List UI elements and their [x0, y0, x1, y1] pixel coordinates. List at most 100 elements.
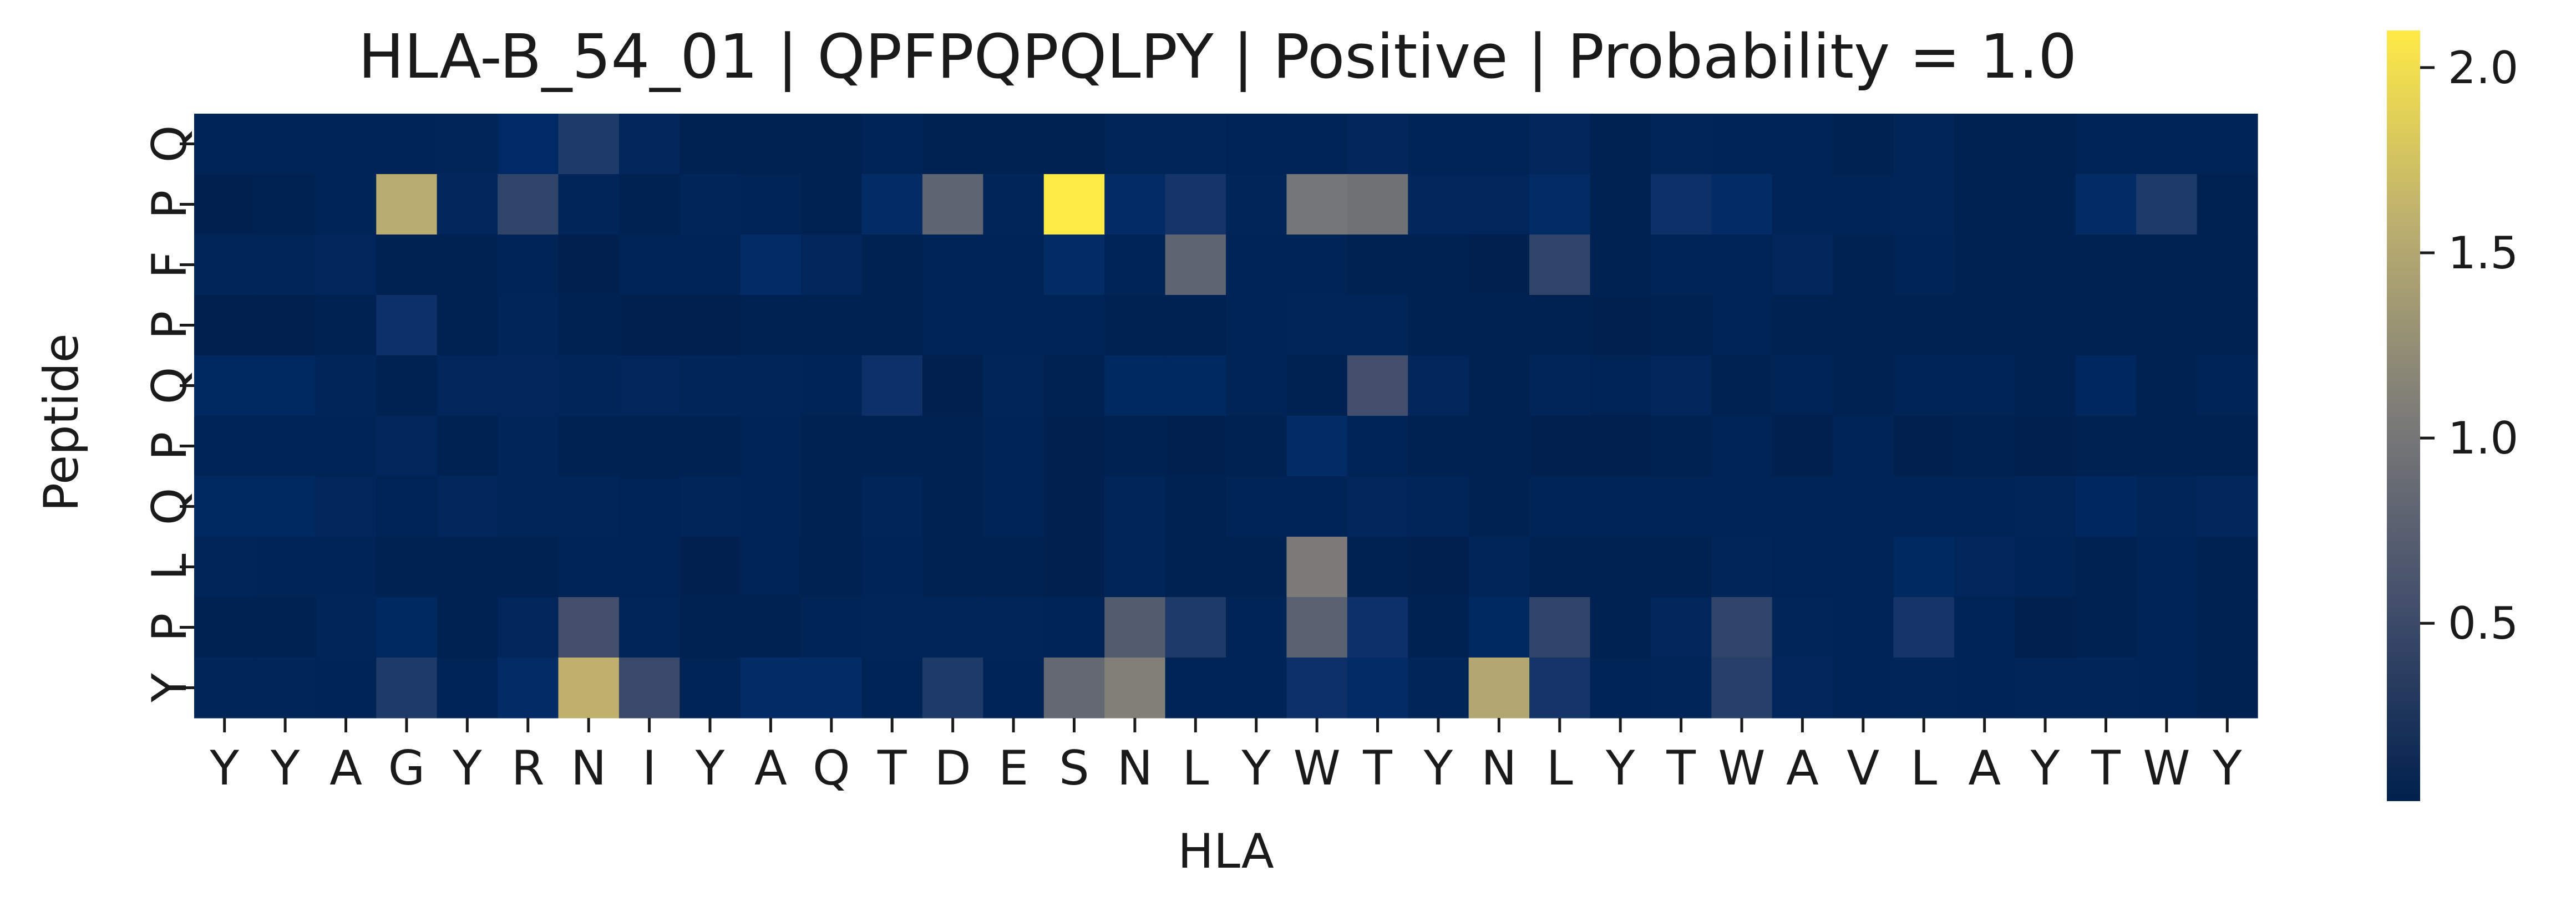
heatmap-cell	[1043, 174, 1105, 235]
heatmap-cell	[1529, 174, 1591, 235]
heatmap-cell	[2015, 114, 2076, 175]
heatmap-cell	[861, 416, 923, 477]
heatmap-cell	[1468, 355, 1530, 416]
x-tick-label: T	[1666, 741, 1696, 796]
heatmap-cell	[1104, 416, 1166, 477]
x-tick-label: I	[642, 741, 656, 796]
heatmap-cell	[740, 537, 802, 598]
heatmap-cell	[983, 174, 1044, 235]
heatmap-cell	[315, 235, 377, 295]
heatmap-cell	[1711, 355, 1773, 416]
heatmap-cell	[2015, 174, 2076, 235]
heatmap-cell	[1833, 114, 1894, 175]
x-tick-label: N	[1481, 741, 1517, 796]
heatmap-cell	[680, 174, 741, 235]
heatmap-cell	[1408, 537, 1469, 598]
heatmap-cell	[1286, 537, 1348, 598]
heatmap-cell	[922, 416, 983, 477]
heatmap-cell	[315, 174, 377, 235]
x-tick-label: Y	[1605, 741, 1635, 796]
y-tick-label: F	[142, 251, 197, 278]
heatmap-cell	[1893, 295, 1955, 356]
heatmap-cell	[2136, 355, 2198, 416]
heatmap-cell	[2136, 114, 2198, 175]
heatmap-cell	[558, 174, 620, 235]
heatmap-cell	[498, 235, 559, 295]
heatmap-cell	[255, 355, 316, 416]
heatmap-cell	[1772, 476, 1833, 537]
heatmap-cell	[618, 416, 680, 477]
heatmap-cell	[1347, 597, 1408, 658]
heatmap-cell	[1286, 295, 1348, 356]
heatmap-cell	[1529, 114, 1591, 175]
heatmap-cell	[1954, 355, 2015, 416]
heatmap-cell	[861, 235, 923, 295]
heatmap-cell	[1408, 114, 1469, 175]
heatmap-cell	[1590, 235, 1651, 295]
heatmap-cell	[680, 537, 741, 598]
heatmap-cell	[1590, 295, 1651, 356]
heatmap-cell	[1711, 597, 1773, 658]
heatmap-cell	[983, 476, 1044, 537]
heatmap-cell	[194, 597, 256, 658]
heatmap-cell	[437, 476, 498, 537]
heatmap-cell	[498, 658, 559, 719]
colorbar-tick-label: 2.0	[2448, 42, 2518, 94]
heatmap-cell	[618, 658, 680, 719]
heatmap-cell	[2075, 537, 2137, 598]
x-tick-label: L	[1182, 741, 1209, 796]
heatmap-cell	[1711, 235, 1773, 295]
heatmap-cell	[1650, 416, 1712, 477]
heatmap-cell	[1468, 476, 1530, 537]
heatmap-cell	[1408, 355, 1469, 416]
heatmap-cell	[1468, 174, 1530, 235]
heatmap-cell	[1711, 295, 1773, 356]
heatmap-cell	[498, 476, 559, 537]
heatmap-cell	[2136, 416, 2198, 477]
heatmap-cell	[1590, 537, 1651, 598]
heatmap-cell	[437, 658, 498, 719]
x-tick-label: Y	[452, 741, 482, 796]
heatmap-cell	[2197, 355, 2258, 416]
heatmap-cell	[1529, 537, 1591, 598]
heatmap-cell	[1529, 416, 1591, 477]
x-tick-label: Y	[1241, 741, 1271, 796]
heatmap-cell	[1104, 355, 1166, 416]
heatmap-cell	[1408, 235, 1469, 295]
heatmap-cell	[1286, 114, 1348, 175]
heatmap-cell	[1043, 658, 1105, 719]
heatmap-cell	[376, 537, 438, 598]
heatmap-cell	[861, 597, 923, 658]
heatmap-cell	[1711, 476, 1773, 537]
heatmap-cell	[740, 476, 802, 537]
heatmap-cell	[1347, 416, 1408, 477]
heatmap-cell	[861, 476, 923, 537]
heatmap-cell	[1772, 174, 1833, 235]
colorbar: 0.5 1.0 1.5 2.0	[2387, 30, 2518, 801]
heatmap-cell	[801, 658, 863, 719]
heatmap-cell	[2075, 597, 2137, 658]
heatmap-cell	[1711, 658, 1773, 719]
heatmap-cell	[1468, 597, 1530, 658]
heatmap-cell	[1650, 597, 1712, 658]
heatmap-cell	[1347, 476, 1408, 537]
colorbar-tick-label: 1.5	[2448, 227, 2518, 279]
heatmap-cell	[1590, 597, 1651, 658]
heatmap-cell	[618, 235, 680, 295]
heatmap-cell	[437, 416, 498, 477]
heatmap-cell	[1286, 476, 1348, 537]
heatmap-cell	[740, 114, 802, 175]
heatmap-cell	[315, 476, 377, 537]
heatmap-cell	[1711, 537, 1773, 598]
colorbar-tick-label: 0.5	[2448, 598, 2518, 649]
heatmap-cell	[1104, 114, 1166, 175]
heatmap-cell	[1165, 658, 1226, 719]
heatmap-cell	[1226, 355, 1287, 416]
heatmap-cell	[680, 597, 741, 658]
heatmap-cell	[376, 355, 438, 416]
heatmap-cell	[1833, 355, 1894, 416]
heatmap-cell	[2136, 174, 2198, 235]
heatmap-cell	[1772, 658, 1833, 719]
heatmap-cell	[1893, 355, 1955, 416]
x-tick-label: Q	[813, 741, 850, 796]
